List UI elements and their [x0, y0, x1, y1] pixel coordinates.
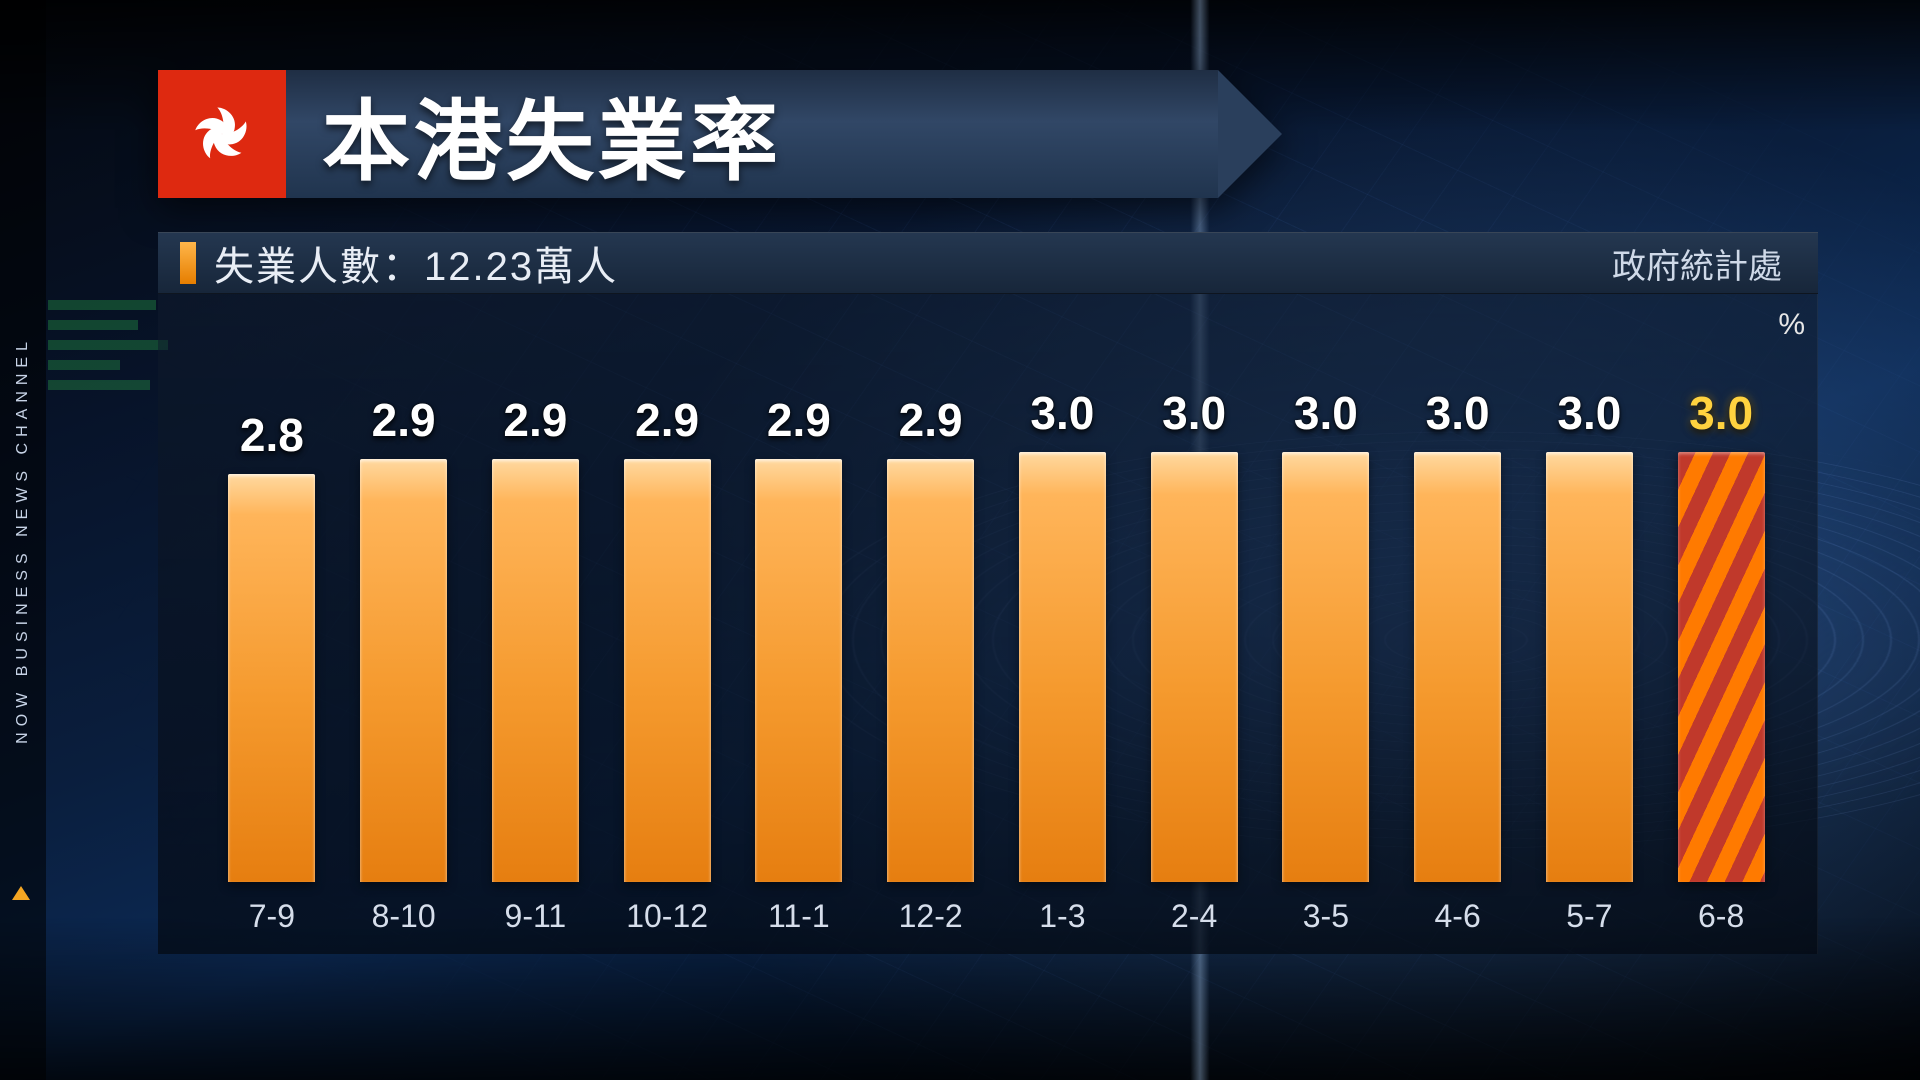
bar-value-label: 3.0 — [1162, 386, 1226, 440]
bar-slot: 2.9 — [601, 386, 733, 882]
x-tick-label: 6-8 — [1655, 882, 1787, 954]
bar-value-label: 2.8 — [240, 408, 304, 462]
channel-strip: NOW BUSINESS NEWS CHANNEL — [0, 0, 46, 1080]
y-unit-label: % — [1778, 308, 1805, 342]
bar-slot: 2.9 — [470, 386, 602, 882]
bar-slot: 3.0 — [1524, 386, 1656, 882]
bar-value-label: 3.0 — [1426, 386, 1490, 440]
bar — [1019, 452, 1106, 882]
bar-value-label: 2.9 — [767, 393, 831, 447]
bar-highlight — [1678, 452, 1765, 882]
bar — [492, 459, 579, 882]
sub-bar: 失業人數：12.23萬人 政府統計處 — [158, 232, 1818, 294]
bar-value-label: 2.9 — [635, 393, 699, 447]
bar — [360, 459, 447, 882]
x-tick-label: 3-5 — [1260, 882, 1392, 954]
sub-bar-left: 失業人數：12.23萬人 — [214, 234, 618, 292]
x-tick-label: 7-9 — [206, 882, 338, 954]
x-tick-label: 4-6 — [1392, 882, 1524, 954]
bar-value-label: 3.0 — [1294, 386, 1358, 440]
channel-label: NOW BUSINESS NEWS CHANNEL — [14, 336, 32, 744]
bar-slot: 3.0 — [1655, 386, 1787, 882]
x-tick-label: 1-3 — [997, 882, 1129, 954]
bar-value-label: 2.9 — [372, 393, 436, 447]
chart-x-axis: 7-98-109-1110-1211-112-21-32-43-54-65-76… — [206, 882, 1787, 954]
x-tick-label: 12-2 — [865, 882, 997, 954]
bar-value-label: 2.9 — [503, 393, 567, 447]
bar — [755, 459, 842, 882]
title-text-wrap: 本港失業率 — [286, 70, 1218, 198]
x-tick-label: 10-12 — [601, 882, 733, 954]
bar-value-label: 3.0 — [1030, 386, 1094, 440]
bar-slot: 2.9 — [865, 386, 997, 882]
bar-value-label: 2.9 — [899, 393, 963, 447]
x-tick-label: 9-11 — [470, 882, 602, 954]
bar — [1151, 452, 1238, 882]
x-tick-label: 5-7 — [1524, 882, 1656, 954]
bar-slot: 3.0 — [1260, 386, 1392, 882]
chart-panel: % 2.8 2.9 2.9 2.9 2.9 2.9 3.0 3.0 3.0 3.0 3.0 3.0 7… — [158, 294, 1818, 954]
chart-title: 本港失業率 — [322, 71, 782, 198]
sub-bar-marker-icon — [180, 242, 196, 284]
bar — [624, 459, 711, 882]
x-tick-label: 11-1 — [733, 882, 865, 954]
x-tick-label: 2-4 — [1128, 882, 1260, 954]
channel-triangle-icon — [12, 886, 30, 900]
chart-plot-area: 2.8 2.9 2.9 2.9 2.9 2.9 3.0 3.0 3.0 3.0 3.0 3.0 — [206, 386, 1787, 882]
bar-value-label: 3.0 — [1557, 386, 1621, 440]
bar — [1282, 452, 1369, 882]
hk-flag-icon — [158, 70, 286, 198]
bar-slot: 2.9 — [733, 386, 865, 882]
bar — [1414, 452, 1501, 882]
bar-slot: 2.9 — [338, 386, 470, 882]
bar-slot: 2.8 — [206, 386, 338, 882]
x-tick-label: 8-10 — [338, 882, 470, 954]
bar-value-label: 3.0 — [1689, 386, 1753, 440]
bar-slot: 3.0 — [997, 386, 1129, 882]
bar-slot: 3.0 — [1128, 386, 1260, 882]
title-bar: 本港失業率 — [158, 70, 1218, 198]
sub-bar-right: 政府統計處 — [1612, 239, 1782, 288]
bar — [887, 459, 974, 882]
bar — [1546, 452, 1633, 882]
bar-slot: 3.0 — [1392, 386, 1524, 882]
bar — [228, 474, 315, 882]
